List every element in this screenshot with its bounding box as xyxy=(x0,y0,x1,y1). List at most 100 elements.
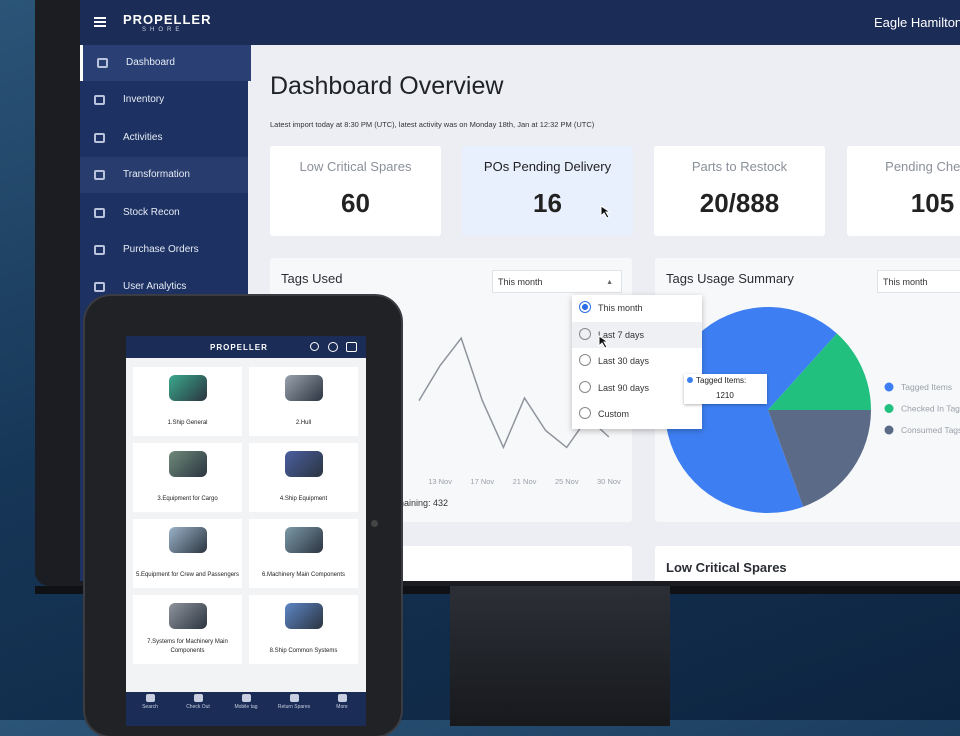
sidebar-item[interactable]: Stock Recon xyxy=(80,195,248,231)
sidebar-item[interactable]: Inventory xyxy=(80,82,248,118)
nav-item[interactable]: More xyxy=(318,694,366,710)
sidebar-icon xyxy=(94,245,105,255)
radio xyxy=(579,380,591,393)
x-tick-label: 17 Nov xyxy=(470,477,494,486)
nav-item[interactable]: Search xyxy=(126,694,174,710)
stat-value: 105 xyxy=(910,188,955,218)
nav-item[interactable]: Check Out xyxy=(174,694,222,710)
chat-icon[interactable] xyxy=(346,342,357,352)
menu-tile[interactable]: 2.Hull xyxy=(249,367,358,436)
tooltip: Tagged Items: 1210 xyxy=(684,374,767,404)
sidebar-label: Activities xyxy=(123,131,163,143)
stat-value: 16 xyxy=(533,188,562,218)
sidebar-item[interactable]: Purchase Orders xyxy=(80,232,248,268)
legend-marker xyxy=(884,404,894,413)
menu-tile[interactable]: 4.Ship Equipment xyxy=(249,443,358,512)
nav-item[interactable]: Return Spares xyxy=(270,694,318,710)
tile-icon xyxy=(285,375,323,401)
dropdown-options: This month Last 7 days Last 30 days Last 90… xyxy=(572,295,702,429)
remaining-value: 432 xyxy=(433,498,449,508)
remaining: Remaining: 432 xyxy=(385,498,448,508)
sidebar-item[interactable]: Transformation xyxy=(80,157,248,194)
chart-layer: 13 Nov 17 Nov 21 Nov 25 Nov 30 Nov Tagged Ite… xyxy=(418,307,960,513)
tablet-nav: Search Check Out Mobile tag Return Spares Mo… xyxy=(126,692,366,726)
nav-icon xyxy=(241,694,251,702)
nav-label: Search xyxy=(142,704,158,710)
sidebar-icon xyxy=(97,58,108,68)
panel-title: Low Critical Spares xyxy=(666,560,787,575)
nav-item[interactable]: Mobile tag xyxy=(222,694,270,710)
menu-tile[interactable]: 5.Equipment for Crew and Passengers xyxy=(133,519,242,588)
tile-icon xyxy=(285,527,323,553)
dropdown-option[interactable]: Last 90 days xyxy=(572,375,702,401)
tile-label: 5.Equipment for Crew and Passengers xyxy=(135,572,240,578)
dropdown-option[interactable]: This month xyxy=(572,295,702,321)
stat-label: POs Pending Delivery xyxy=(483,159,612,174)
cursor xyxy=(600,205,612,219)
cursor xyxy=(598,335,610,349)
legend-label: Checked In Tags xyxy=(901,404,960,414)
radio xyxy=(579,354,591,367)
menu-icon[interactable] xyxy=(94,17,106,19)
nav-icon xyxy=(289,694,299,702)
menu-tile[interactable]: 7.Systems for Machinery Main Components xyxy=(133,595,242,664)
x-tick-label: 21 Nov xyxy=(513,477,537,486)
option-label: Custom xyxy=(598,409,630,420)
menu-tile[interactable]: 8.Ship Common Systems xyxy=(249,595,358,664)
tile-icon xyxy=(169,375,207,401)
radio xyxy=(579,301,591,313)
legend-marker xyxy=(884,382,894,392)
stat-card: Parts to Restock 20/888 xyxy=(654,146,825,236)
user-name[interactable]: Eagle Hamilton xyxy=(874,15,960,30)
remaining-label: Remaining: xyxy=(385,498,431,508)
legend-label: Tagged Items xyxy=(901,382,952,392)
dropdown-option[interactable]: Last 7 days xyxy=(572,321,702,348)
sidebar-item[interactable]: Dashboard xyxy=(80,45,251,81)
x-tick-label: 30 Nov xyxy=(597,477,621,486)
search-icon[interactable] xyxy=(310,342,319,351)
help-icon[interactable] xyxy=(328,342,338,352)
x-tick-label: 25 Nov xyxy=(555,477,579,486)
pie-slice xyxy=(665,307,837,513)
option-label: Last 90 days xyxy=(598,382,650,393)
dropdown-text: This month xyxy=(883,277,928,287)
nav-icon xyxy=(337,694,347,702)
stat-card: POs Pending Delivery 16 xyxy=(462,146,633,236)
nav-label: Return Spares xyxy=(277,704,311,710)
tile-label: 4.Ship Equipment xyxy=(279,496,328,502)
tile-label: 6.Machinery Main Components xyxy=(261,572,346,578)
stat-card: Pending Checks 105 xyxy=(847,146,960,236)
tile-icon xyxy=(169,527,207,553)
menu-tile[interactable]: 6.Machinery Main Components xyxy=(249,519,358,588)
menu-tile[interactable]: 1.Ship General xyxy=(133,367,242,436)
sidebar-icon xyxy=(94,132,105,143)
panel-title: Tags Usage Summary xyxy=(666,271,794,286)
dropdown[interactable]: This month xyxy=(877,270,960,293)
dropdown-option[interactable]: Last 30 days xyxy=(572,348,702,374)
tablet: PROPELLER Search Check Out Mobile tag Retur… xyxy=(85,296,401,736)
tooltip-label: Tagged Items: xyxy=(696,376,747,385)
tablet-brand: PROPELLER xyxy=(210,343,268,352)
page-title: Dashboard Overview xyxy=(270,72,504,100)
tablet-header: PROPELLER xyxy=(126,336,366,358)
tablet-screen: PROPELLER Search Check Out Mobile tag Retur… xyxy=(126,336,366,726)
line-series xyxy=(418,336,610,450)
nav-icon xyxy=(193,694,203,702)
brand-sub: SHORE xyxy=(142,27,184,33)
sidebar-label: User Analytics xyxy=(123,281,187,293)
sidebar-label: Purchase Orders xyxy=(123,244,199,255)
nav-label: Mobile tag xyxy=(234,704,258,710)
sidebar-item[interactable]: Activities xyxy=(80,120,248,156)
menu-tile[interactable]: 3.Equipment for Cargo xyxy=(133,443,242,512)
bottom-panel: Low Critical Spares xyxy=(655,546,960,581)
sidebar-icon xyxy=(94,95,105,106)
stat-card: Low Critical Spares 60 xyxy=(270,146,441,236)
tile-icon xyxy=(169,451,207,477)
option-label: Last 7 days xyxy=(598,329,645,340)
dropdown-option[interactable]: Custom xyxy=(572,401,702,427)
radio xyxy=(579,407,591,420)
sidebar-icon xyxy=(94,282,105,293)
sidebar-item[interactable]: User Analytics xyxy=(80,269,248,305)
dropdown[interactable]: This month ▲ xyxy=(492,270,622,293)
